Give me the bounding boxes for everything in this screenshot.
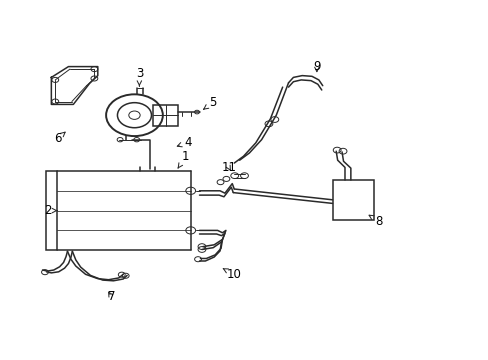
- Text: 10: 10: [223, 268, 241, 281]
- Text: 1: 1: [178, 150, 189, 168]
- Text: 4: 4: [177, 136, 192, 149]
- Text: 2: 2: [44, 204, 57, 217]
- Text: 7: 7: [107, 291, 115, 303]
- Text: 3: 3: [135, 67, 143, 86]
- Text: 6: 6: [54, 132, 65, 145]
- Bar: [46, 171, 57, 250]
- Text: 5: 5: [203, 96, 216, 109]
- Text: 11: 11: [221, 161, 236, 174]
- Bar: [153, 105, 178, 126]
- Text: 8: 8: [368, 215, 382, 228]
- Text: 9: 9: [312, 60, 320, 73]
- Bar: [332, 180, 373, 220]
